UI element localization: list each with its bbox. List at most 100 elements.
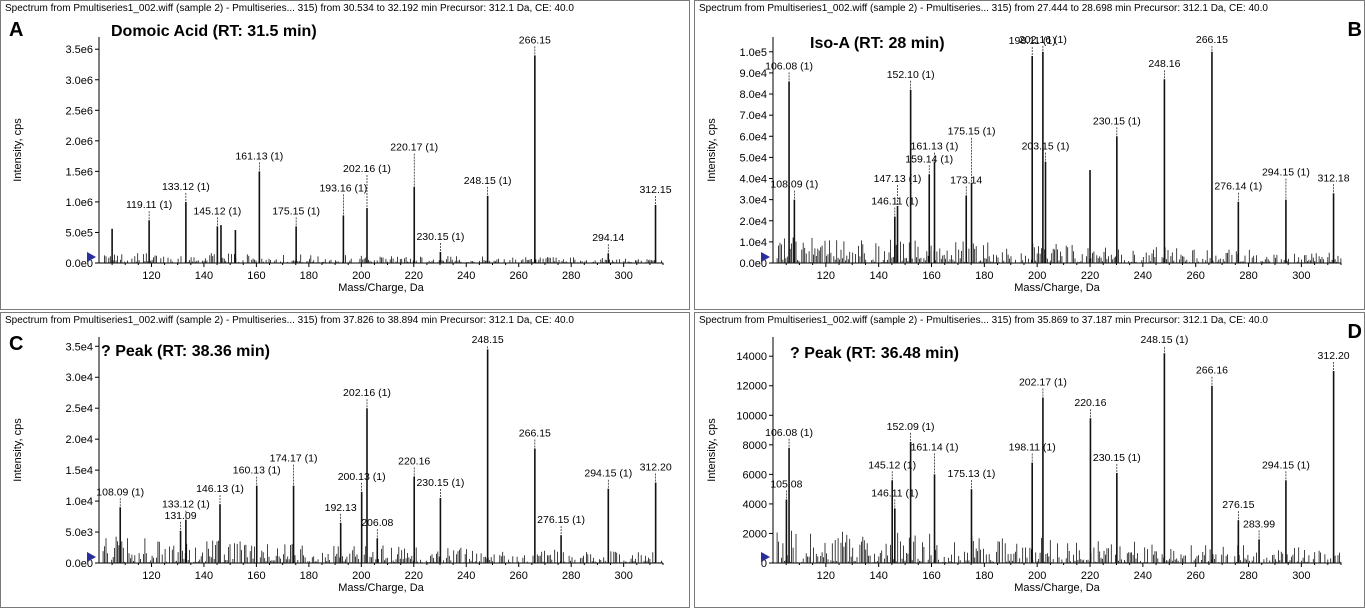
- peak-label: 175.15 (1): [272, 205, 320, 217]
- x-tick-label: 260: [1187, 270, 1205, 282]
- x-axis-title: Mass/Charge, Da: [338, 582, 424, 594]
- spectrum-panel-d: 0 2000 4000 6000 8000 10000 12000 14000 120 140 16…: [694, 312, 1365, 608]
- x-tick-label: 220: [1081, 270, 1099, 282]
- y-tick-label: 4.0e4: [739, 174, 767, 186]
- x-tick-label: 220: [405, 270, 423, 282]
- peak-label: 198.11 (1): [1009, 35, 1056, 47]
- x-tick-label: 280: [562, 570, 580, 582]
- x-tick-label: 240: [457, 570, 475, 582]
- peak-label: 145.12 (1): [868, 459, 916, 471]
- peak-label: 192.13: [325, 502, 357, 514]
- x-tick-label: 280: [1239, 270, 1257, 282]
- y-tick-label: 6000: [743, 469, 767, 481]
- panel-header: Spectrum from Pmultiseries1_002.wiff (sa…: [5, 3, 574, 14]
- y-tick-label: 1.0e5: [739, 47, 767, 59]
- noise-trace: [102, 536, 662, 563]
- peak-label: 152.09 (1): [887, 421, 935, 433]
- x-tick-label: 120: [142, 570, 160, 582]
- y-tick-label: 2.0e6: [65, 136, 93, 148]
- y-tick-label: 12000: [736, 381, 767, 393]
- panel-header: Spectrum from Pmultiseries1_002.wiff (sa…: [699, 315, 1268, 326]
- peak-label: 220.16: [398, 455, 430, 467]
- peak-label: 106.08 (1): [765, 60, 813, 72]
- spectrum-chart-d: 0 2000 4000 6000 8000 10000 12000 14000 120 140 16…: [706, 334, 1350, 594]
- x-tick-label: 280: [1239, 570, 1257, 582]
- x-tick-label: 200: [1028, 270, 1046, 282]
- y-tick-label: 3.5e6: [65, 44, 93, 56]
- peak-label: 312.20: [640, 462, 672, 474]
- baseline-marker-icon: [761, 252, 770, 262]
- y-tick-label: 3.0e4: [65, 372, 93, 384]
- peak-label: 146.11 (1): [871, 487, 918, 499]
- spectrum-panel-c: 0.0e0 5.0e3 1.0e4 1.5e4 2.0e4 2.5e4 3.0e4 3.5e4…: [0, 312, 690, 608]
- noise-trace: [776, 237, 1342, 263]
- y-tick-label: 1.5e4: [65, 465, 93, 477]
- x-tick-label: 140: [195, 570, 213, 582]
- spectrum-chart-b: 0.0e0 1.0e4 2.0e4 3.0e4 4.0e4 5.0e4 6.0e4 7.0e4…: [706, 34, 1350, 294]
- peak-label: 161.14 (1): [911, 441, 959, 453]
- panel-header: Spectrum from Pmultiseries1_002.wiff (sa…: [5, 315, 574, 326]
- x-tick-label: 180: [975, 270, 993, 282]
- peak-label: 133.12 (1): [162, 499, 210, 511]
- peak-label: 294.15 (1): [1262, 167, 1310, 179]
- x-tick-label: 220: [405, 570, 423, 582]
- peak-label: 108.09 (1): [770, 179, 818, 191]
- y-tick-label: 2.5e4: [65, 403, 93, 415]
- x-tick-label: 300: [1292, 270, 1310, 282]
- x-tick-label: 300: [614, 270, 632, 282]
- peak-label: 312.18: [1317, 172, 1349, 184]
- peak-label: 147.13 (1): [874, 173, 922, 185]
- peak-label: 283.99: [1243, 518, 1275, 530]
- peak-label: 202.16 (1): [343, 163, 391, 175]
- peak-label: 202.17 (1): [1019, 377, 1067, 389]
- peak-label: 198.11 (1): [1009, 442, 1056, 454]
- x-tick-label: 140: [869, 270, 887, 282]
- y-tick-label: 8.0e4: [739, 89, 767, 101]
- peak-label: 248.15: [472, 334, 504, 346]
- y-tick-label: 3.0e4: [739, 195, 767, 207]
- y-tick-label: 1.5e6: [65, 166, 93, 178]
- x-tick-label: 200: [352, 570, 370, 582]
- peak-label: 248.15 (1): [464, 175, 512, 187]
- x-tick-label: 180: [300, 270, 318, 282]
- x-axis-title: Mass/Charge, Da: [338, 282, 424, 294]
- peak-label: 248.16: [1148, 58, 1180, 70]
- y-tick-label: 3.0e6: [65, 75, 93, 87]
- peak-label: 276.15: [1222, 499, 1254, 511]
- peak-label: 152.10 (1): [887, 69, 935, 81]
- x-tick-label: 260: [510, 570, 528, 582]
- peak-label: 294.14: [592, 232, 624, 244]
- peak-label: 230.15 (1): [416, 477, 464, 489]
- x-tick-label: 120: [142, 270, 160, 282]
- peak-label: 230.15 (1): [416, 231, 464, 243]
- y-axis-title: Intensity, cps: [706, 118, 718, 182]
- y-tick-label: 1.0e4: [65, 496, 93, 508]
- spectrum-panel-a: 0.0e0 5.0e5 1.0e6 1.5e6 2.0e6 2.5e6 3.0e6 3.5e6…: [0, 0, 690, 310]
- peak-label: 294.15 (1): [584, 468, 632, 480]
- y-axis-title: Intensity, cps: [706, 418, 718, 482]
- x-tick-label: 220: [1081, 570, 1099, 582]
- y-tick-label: 1.0e6: [65, 197, 93, 209]
- y-tick-label: 2000: [743, 528, 767, 540]
- y-tick-label: 2.5e6: [65, 105, 93, 117]
- panel-header: Spectrum from Pmultiseries1_002.wiff (sa…: [699, 3, 1268, 14]
- peak-label: 276.15 (1): [537, 514, 585, 526]
- peak-label: 159.14 (1): [905, 153, 953, 165]
- x-tick-label: 260: [510, 270, 528, 282]
- y-tick-label: 1.0e4: [739, 237, 767, 249]
- x-tick-label: 260: [1187, 570, 1205, 582]
- x-tick-label: 160: [922, 270, 940, 282]
- peak-label: 193.16 (1): [319, 182, 367, 194]
- panel-letter: D: [1347, 321, 1362, 343]
- x-tick-label: 200: [352, 270, 370, 282]
- y-tick-label: 0: [761, 558, 767, 570]
- peak-label: 105.08: [770, 478, 802, 490]
- noise-trace: [102, 253, 664, 263]
- baseline-marker-icon: [761, 552, 770, 562]
- peak-label: 312.15: [639, 184, 671, 196]
- peak-label: 161.13 (1): [911, 141, 959, 153]
- peak-label: 202.16 (1): [1019, 34, 1067, 46]
- peak-label: 220.16: [1074, 397, 1106, 409]
- y-tick-label: 4000: [743, 499, 767, 511]
- y-tick-label: 6.0e4: [739, 131, 767, 143]
